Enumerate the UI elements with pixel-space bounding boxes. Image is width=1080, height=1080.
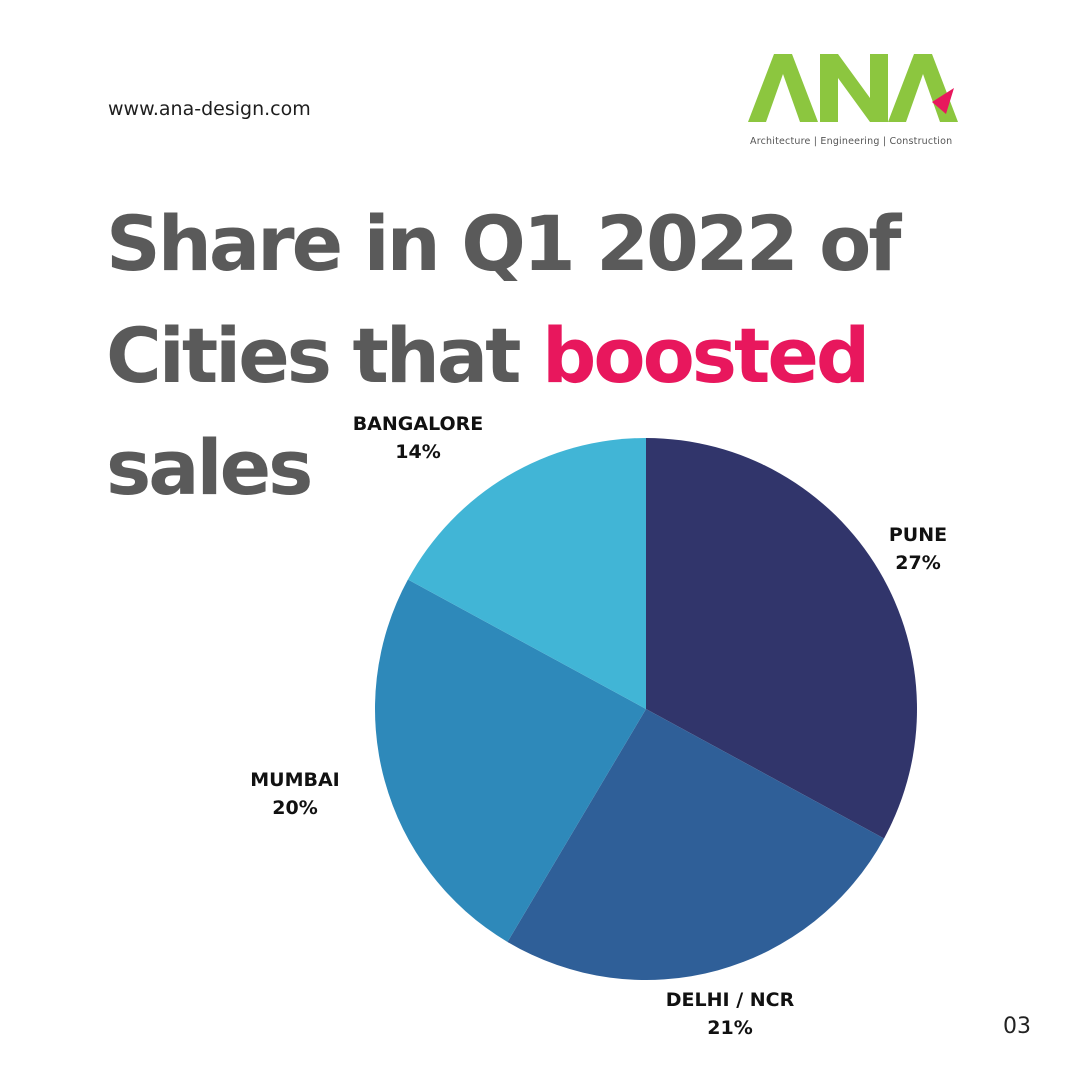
label-bangalore-name: BANGALORE <box>352 413 484 435</box>
title-line-3: sales <box>106 423 313 512</box>
label-mumbai-name: MUMBAI <box>250 769 340 791</box>
label-mumbai: MUMBAI 20% <box>250 766 340 822</box>
ana-logo <box>748 54 958 122</box>
pie-slice-delhi-ncr <box>507 709 885 981</box>
title-line-2: Cities that boosted <box>106 300 898 412</box>
pie-slice-bangalore <box>407 438 646 709</box>
title-line-2-prefix: Cities that <box>106 311 542 400</box>
title-accent-word: boosted <box>541 311 870 400</box>
label-bangalore: BANGALORE 14% <box>353 410 484 466</box>
website-url: www.ana-design.com <box>108 98 311 120</box>
logo-tagline: Architecture | Engineering | Constructio… <box>750 136 953 147</box>
label-delhi-value: 21% <box>707 1017 753 1039</box>
label-delhi-ncr: DELHI / NCR 21% <box>666 986 794 1042</box>
label-pune-value: 27% <box>895 552 941 574</box>
title-line-1: Share in Q1 2022 of <box>106 199 901 288</box>
label-pune: PUNE 27% <box>889 521 947 577</box>
label-delhi-name: DELHI / NCR <box>665 989 795 1011</box>
label-mumbai-value: 20% <box>272 797 318 819</box>
label-pune-name: PUNE <box>888 524 948 546</box>
page-number: 03 <box>1003 1014 1031 1039</box>
page-title: Share in Q1 2022 of Cities that boosted … <box>106 188 901 524</box>
label-bangalore-value: 14% <box>395 441 441 463</box>
pie-slice-pune <box>646 438 918 839</box>
pie-slice-mumbai <box>374 579 646 942</box>
logo-accent-icon <box>932 88 954 114</box>
